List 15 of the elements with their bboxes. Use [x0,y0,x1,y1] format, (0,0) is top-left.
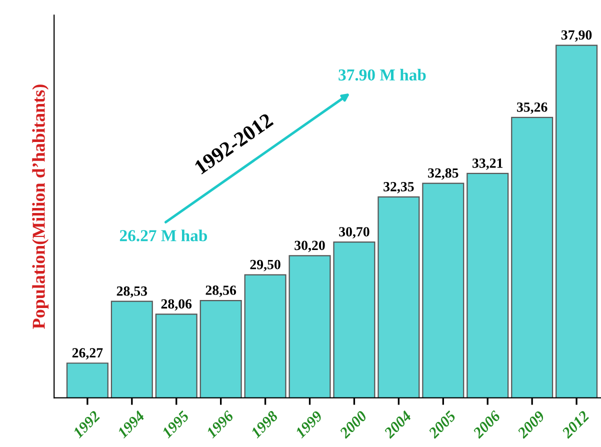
y-axis-title: Population(Million d’habitants) [32,84,49,329]
data-label: 28,06 [161,299,192,311]
data-label: 29,50 [250,260,280,272]
annotation: 37.90 M hab [338,68,426,81]
data-label: 26,27 [72,348,103,360]
data-label: 32,85 [428,168,458,180]
data-label: 32,35 [384,182,414,194]
annotation: 26.27 M hab [120,230,208,242]
data-label: 30,70 [339,227,370,238]
data-label: 33,21 [472,158,503,170]
data-label: 28,53 [116,286,148,298]
data-label: 35,26 [516,102,548,114]
data-label: 30,20 [294,240,325,252]
data-label: 28,56 [206,286,236,297]
data-label: 37,90 [561,30,592,42]
